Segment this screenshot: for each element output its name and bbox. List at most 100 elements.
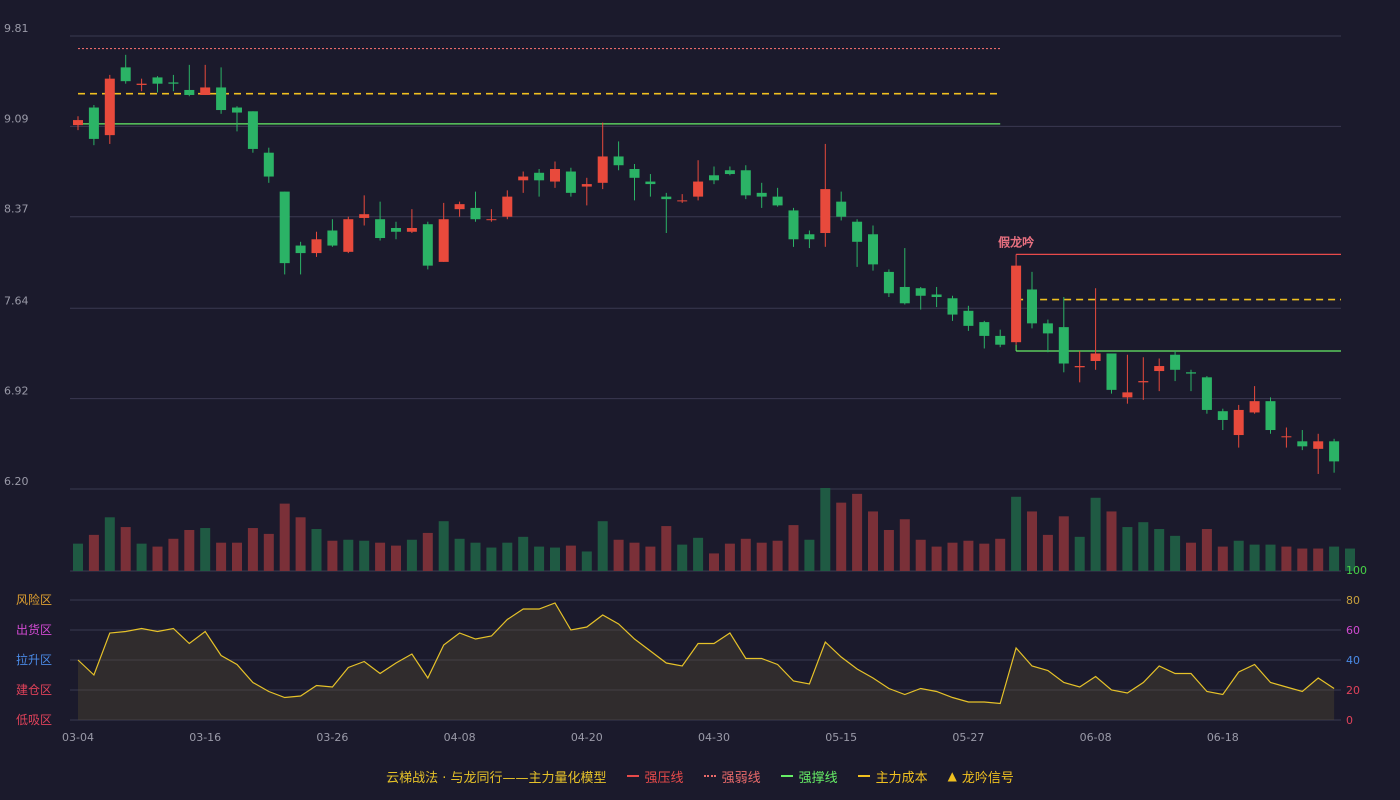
candlestick-chart: 9.81 9.09 8.37 7.64 6.92 6.20 假龙吟 100 80 60 40 20 0 风… <box>4 22 1367 744</box>
candle-body <box>836 201 847 217</box>
candle-body <box>438 219 449 262</box>
volume-bar <box>883 529 894 571</box>
volume-bar <box>979 543 990 571</box>
price-tick-label: 6.92 <box>4 385 29 398</box>
volume-bar <box>1186 542 1196 571</box>
chart-legend: 云梯战法 · 与龙同行——主力量化模型 强压线 强弱线 强撑线 主力成本 ▲ 龙… <box>0 766 1400 786</box>
volume-bar <box>1074 536 1085 571</box>
zone-label: 拉升区 <box>16 652 52 667</box>
candle-body <box>772 196 783 206</box>
candle-body <box>995 335 1006 345</box>
x-tick-label: 06-18 <box>1207 731 1239 744</box>
candle-body <box>232 107 242 113</box>
x-tick-label: 06-08 <box>1080 731 1112 744</box>
indicator-tick-label: 60 <box>1346 624 1360 637</box>
volume-bar <box>756 542 767 571</box>
volume-bar <box>963 540 974 571</box>
volume-bar <box>216 542 227 571</box>
legend-label: 强压线 <box>644 770 684 786</box>
volume-bar <box>724 543 735 571</box>
volume-bar <box>88 534 99 571</box>
volume-bar <box>1329 546 1340 571</box>
candle-body <box>311 239 322 254</box>
candle-body <box>915 288 926 296</box>
volume-bar <box>168 538 179 571</box>
candle-body <box>184 89 195 95</box>
candle-body <box>343 219 354 252</box>
candle-body <box>88 107 99 139</box>
candle-body <box>1233 409 1244 436</box>
volume-bar <box>947 542 958 571</box>
volume-bar <box>613 539 624 571</box>
volume-bar <box>1058 516 1069 571</box>
volume-bar <box>232 542 242 571</box>
candle-body <box>629 169 640 178</box>
price-tick-label: 8.37 <box>4 203 29 216</box>
candle-body <box>820 189 831 234</box>
candle-body <box>788 210 799 240</box>
volume-bar <box>804 539 815 571</box>
legend-item-main-cost[interactable]: 主力成本 <box>857 767 928 786</box>
candle-body <box>359 214 370 218</box>
volume-bar <box>1297 548 1308 571</box>
legend-item-strong-support[interactable]: 强撑线 <box>780 767 838 786</box>
volume-bar <box>1138 522 1149 571</box>
volume-bar <box>645 546 656 571</box>
volume-bar <box>1313 548 1324 571</box>
candle-body <box>279 191 290 264</box>
price-tick-label: 9.09 <box>4 112 29 125</box>
candle-body <box>899 286 910 304</box>
candle-body <box>597 156 608 183</box>
volume-bar <box>1042 534 1053 571</box>
volume-bar <box>391 545 401 571</box>
candle-body <box>1249 401 1260 413</box>
volume-bar <box>661 526 672 571</box>
candle-body <box>1186 372 1196 374</box>
volume-bar <box>565 545 576 571</box>
volume-bar <box>375 542 386 571</box>
solid-line-icon <box>780 775 793 777</box>
volume-bar <box>1249 544 1260 571</box>
candle-body <box>391 227 401 232</box>
solid-line-icon <box>626 775 639 777</box>
volume-bar <box>152 546 163 571</box>
price-tick-label: 7.64 <box>4 294 29 307</box>
candle-body <box>1090 353 1101 362</box>
volume-bar <box>740 538 751 571</box>
candle-body <box>168 82 179 84</box>
volume-bar <box>836 502 847 571</box>
volume-bar <box>1027 511 1037 571</box>
volume-bar <box>820 488 831 571</box>
zone-label: 建仓区 <box>16 683 52 697</box>
zone-label: 低吸区 <box>16 713 52 727</box>
legend-label: 强撑线 <box>798 770 838 786</box>
price-tick-label: 9.81 <box>4 22 29 35</box>
candle-body <box>486 219 497 221</box>
volume-bar <box>470 542 481 571</box>
volume-bar <box>200 528 211 571</box>
candle-body <box>804 234 815 240</box>
legend-label: 龙吟信号 <box>961 770 1014 786</box>
volume-bar <box>279 503 290 571</box>
volume-bar <box>1281 546 1292 571</box>
indicator-tick-label: 20 <box>1346 684 1360 697</box>
legend-item-strong-pressure[interactable]: 强压线 <box>626 767 684 786</box>
x-tick-label: 05-27 <box>952 731 984 744</box>
candle-body <box>677 200 688 202</box>
volume-bar <box>1217 546 1228 571</box>
volume-bar <box>597 521 608 571</box>
x-tick-label: 03-26 <box>316 731 348 744</box>
legend-label: 主力成本 <box>875 770 928 786</box>
volume-bar <box>343 539 354 571</box>
volume-bar <box>1345 548 1355 571</box>
volume-bar <box>295 517 306 571</box>
legend-item-dragon-signal[interactable]: ▲ 龙吟信号 <box>948 767 1014 786</box>
volume-bar <box>1201 529 1212 571</box>
zone-label: 出货区 <box>16 622 52 637</box>
annotation-label: 假龙吟 <box>998 234 1034 249</box>
indicator-tick-label: 40 <box>1346 654 1360 667</box>
legend-item-strength-line[interactable]: 强弱线 <box>703 767 761 786</box>
volume-bar <box>327 540 338 571</box>
volume-bar <box>772 540 783 571</box>
